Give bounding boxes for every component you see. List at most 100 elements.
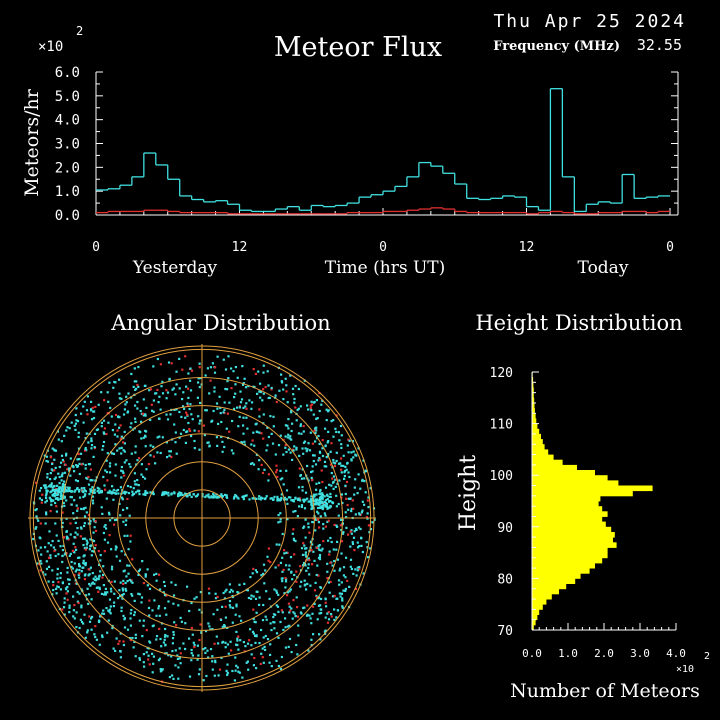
angular-point — [319, 638, 322, 641]
angular-point — [158, 417, 161, 420]
angular-point — [65, 517, 68, 520]
angular-point — [89, 490, 92, 493]
angular-point — [88, 582, 91, 586]
angular-point — [74, 428, 77, 431]
angular-point — [303, 379, 306, 382]
angular-point — [286, 594, 289, 597]
angular-point — [186, 413, 189, 416]
angular-point — [84, 463, 87, 467]
angular-point — [313, 602, 316, 605]
angular-point — [269, 653, 272, 656]
angular-point — [235, 605, 238, 608]
height-x-tick-label: 1.0 — [558, 647, 578, 660]
angular-point — [159, 408, 162, 411]
angular-point — [188, 493, 191, 497]
angular-point — [107, 619, 110, 622]
angular-point — [167, 361, 171, 364]
angular-point — [54, 522, 57, 525]
angular-point — [53, 495, 56, 498]
angular-point — [85, 511, 88, 514]
angular-point — [190, 648, 193, 652]
angular-point — [77, 601, 80, 605]
angular-point — [131, 581, 134, 584]
angular-point — [293, 573, 296, 577]
angular-point — [364, 491, 367, 494]
angular-point — [153, 573, 156, 576]
angular-point — [106, 631, 109, 634]
angular-point — [284, 424, 287, 427]
angular-point — [75, 419, 78, 422]
angular-point — [85, 476, 88, 480]
angular-point — [133, 367, 136, 370]
angular-point — [32, 537, 35, 541]
angular-rings — [28, 344, 376, 692]
height-bar — [532, 619, 536, 626]
angular-point — [221, 625, 224, 628]
angular-point — [208, 592, 211, 595]
angular-point — [133, 611, 136, 614]
angular-point — [50, 544, 53, 547]
angular-point — [179, 616, 182, 619]
angular-point — [60, 495, 63, 499]
angular-point — [228, 430, 231, 433]
angular-point — [138, 619, 141, 622]
angular-point — [66, 598, 69, 601]
angular-point — [321, 501, 324, 504]
angular-point — [161, 436, 164, 439]
angular-point — [198, 362, 201, 365]
height-y-tick-label: 120 — [490, 366, 513, 381]
angular-point — [252, 632, 255, 635]
angular-point — [238, 583, 241, 586]
angular-point — [69, 495, 72, 499]
angular-point — [75, 464, 78, 467]
angular-point — [287, 448, 290, 451]
angular-point — [239, 401, 243, 404]
angular-point — [123, 569, 126, 572]
angular-point — [214, 366, 217, 369]
angular-point — [205, 674, 208, 678]
angular-point — [152, 655, 155, 658]
angular-point — [179, 492, 182, 495]
angular-point — [135, 483, 138, 486]
angular-point — [40, 498, 43, 502]
angular-point — [311, 479, 314, 482]
angular-point — [60, 440, 63, 443]
angular-point — [118, 640, 121, 643]
angular-point — [286, 625, 289, 628]
angular-point — [120, 476, 123, 479]
angular-point — [129, 426, 132, 429]
angular-point — [244, 645, 247, 648]
angular-point — [302, 498, 305, 501]
angular-point — [42, 484, 46, 487]
angular-point — [339, 462, 342, 465]
angular-point — [300, 612, 303, 615]
angular-point — [198, 386, 201, 389]
angular-point — [309, 584, 312, 587]
angular-point — [92, 502, 95, 505]
angular-point — [216, 355, 219, 358]
angular-point — [87, 593, 91, 596]
angular-point — [122, 491, 125, 494]
angular-point — [172, 677, 175, 680]
angular-point — [51, 569, 54, 572]
angular-point — [264, 615, 267, 618]
angular-point — [297, 407, 300, 410]
angular-point — [307, 563, 310, 566]
angular-point — [189, 389, 193, 392]
angular-point — [267, 435, 270, 439]
angular-point — [129, 534, 132, 537]
angular-point — [324, 629, 327, 632]
angular-point — [175, 452, 178, 455]
angular-point — [145, 651, 148, 654]
angular-point — [104, 593, 107, 596]
angular-point — [41, 571, 45, 574]
angular-point — [291, 532, 294, 535]
angular-point — [165, 397, 168, 400]
angular-point — [265, 495, 268, 498]
angular-point — [121, 496, 124, 499]
angular-point — [361, 550, 364, 554]
angular-point — [282, 453, 285, 456]
angular-point — [289, 435, 292, 438]
angular-point — [159, 637, 162, 641]
angular-point — [178, 647, 181, 650]
